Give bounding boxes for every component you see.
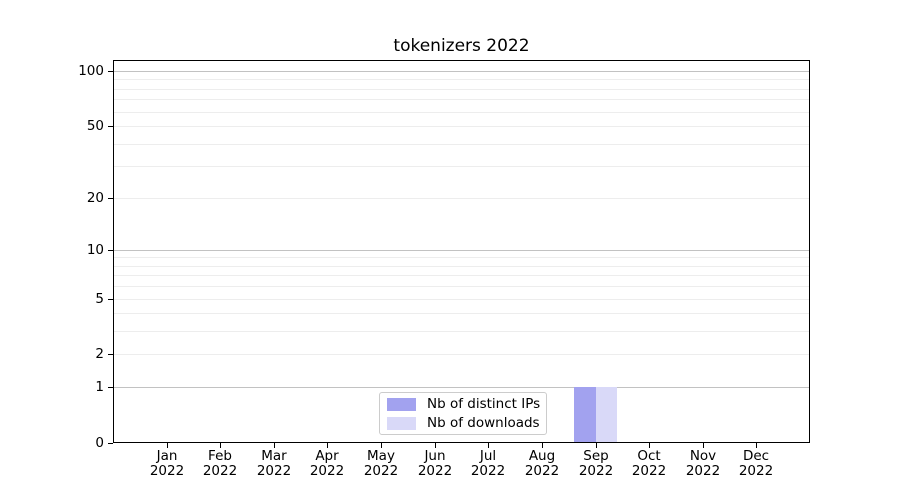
- legend-swatch-distinct-ips: [387, 397, 416, 411]
- x-tick: [435, 443, 436, 448]
- y-tick: [108, 299, 113, 300]
- y-tick-label: 10: [86, 242, 104, 258]
- plot-area: [113, 60, 810, 443]
- minor-gridline: [114, 313, 809, 315]
- x-tick-label: Feb 2022: [202, 448, 238, 479]
- x-tick: [327, 443, 328, 448]
- minor-gridline: [114, 88, 809, 90]
- x-tick-label: Sep 2022: [578, 448, 614, 479]
- y-tick-label: 50: [86, 118, 104, 134]
- x-tick-label: Jun 2022: [417, 448, 453, 479]
- major-gridline: [114, 387, 809, 389]
- x-tick: [542, 443, 543, 448]
- minor-gridline: [114, 298, 809, 300]
- x-tick: [488, 443, 489, 448]
- x-tick-label: Oct 2022: [631, 448, 667, 479]
- minor-gridline: [114, 99, 809, 101]
- y-tick: [108, 387, 113, 388]
- x-tick-label: Nov 2022: [685, 448, 721, 479]
- y-tick: [108, 71, 113, 72]
- x-tick-label: May 2022: [363, 448, 399, 479]
- x-tick-label: Aug 2022: [524, 448, 560, 479]
- y-tick-label: 20: [86, 190, 104, 206]
- y-tick-label: 0: [95, 435, 104, 451]
- legend-swatch-downloads: [387, 416, 416, 430]
- x-tick: [649, 443, 650, 448]
- x-tick: [756, 443, 757, 448]
- minor-gridline: [114, 143, 809, 145]
- minor-gridline: [114, 331, 809, 333]
- minor-gridline: [114, 265, 809, 267]
- y-tick-label: 100: [78, 63, 104, 79]
- x-tick-label: Mar 2022: [256, 448, 292, 479]
- x-tick-label: Dec 2022: [738, 448, 774, 479]
- legend: Nb of distinct IPs Nb of downloads: [379, 392, 547, 435]
- x-tick: [220, 443, 221, 448]
- bar-sep-2022-s0: [574, 387, 596, 442]
- y-tick: [108, 250, 113, 251]
- chart-title: tokenizers 2022: [393, 36, 530, 56]
- minor-gridline: [114, 197, 809, 199]
- minor-gridline: [114, 257, 809, 259]
- legend-label-downloads: Nb of downloads: [427, 415, 540, 431]
- x-tick-label: Jul 2022: [470, 448, 506, 479]
- x-tick-label: Jan 2022: [149, 448, 185, 479]
- legend-item-downloads: Nb of downloads: [387, 415, 540, 431]
- y-tick: [108, 354, 113, 355]
- y-tick-label: 1: [95, 379, 104, 395]
- minor-gridline: [114, 166, 809, 168]
- x-tick: [274, 443, 275, 448]
- y-tick: [108, 198, 113, 199]
- bar-sep-2022-s1: [595, 387, 617, 442]
- legend-label-distinct-ips: Nb of distinct IPs: [427, 396, 541, 412]
- legend-item-distinct-ips: Nb of distinct IPs: [387, 396, 541, 412]
- x-tick: [596, 443, 597, 448]
- minor-gridline: [114, 126, 809, 128]
- y-tick-label: 5: [95, 291, 104, 307]
- minor-gridline: [114, 79, 809, 81]
- major-gridline: [114, 249, 809, 251]
- minor-gridline: [114, 275, 809, 277]
- x-tick: [167, 443, 168, 448]
- major-gridline: [114, 71, 809, 72]
- y-tick: [108, 443, 113, 444]
- x-tick-label: Apr 2022: [309, 448, 345, 479]
- y-tick-label: 2: [95, 346, 104, 362]
- y-tick: [108, 126, 113, 127]
- minor-gridline: [114, 111, 809, 113]
- minor-gridline: [114, 286, 809, 288]
- x-tick: [381, 443, 382, 448]
- x-tick: [703, 443, 704, 448]
- minor-gridline: [114, 354, 809, 356]
